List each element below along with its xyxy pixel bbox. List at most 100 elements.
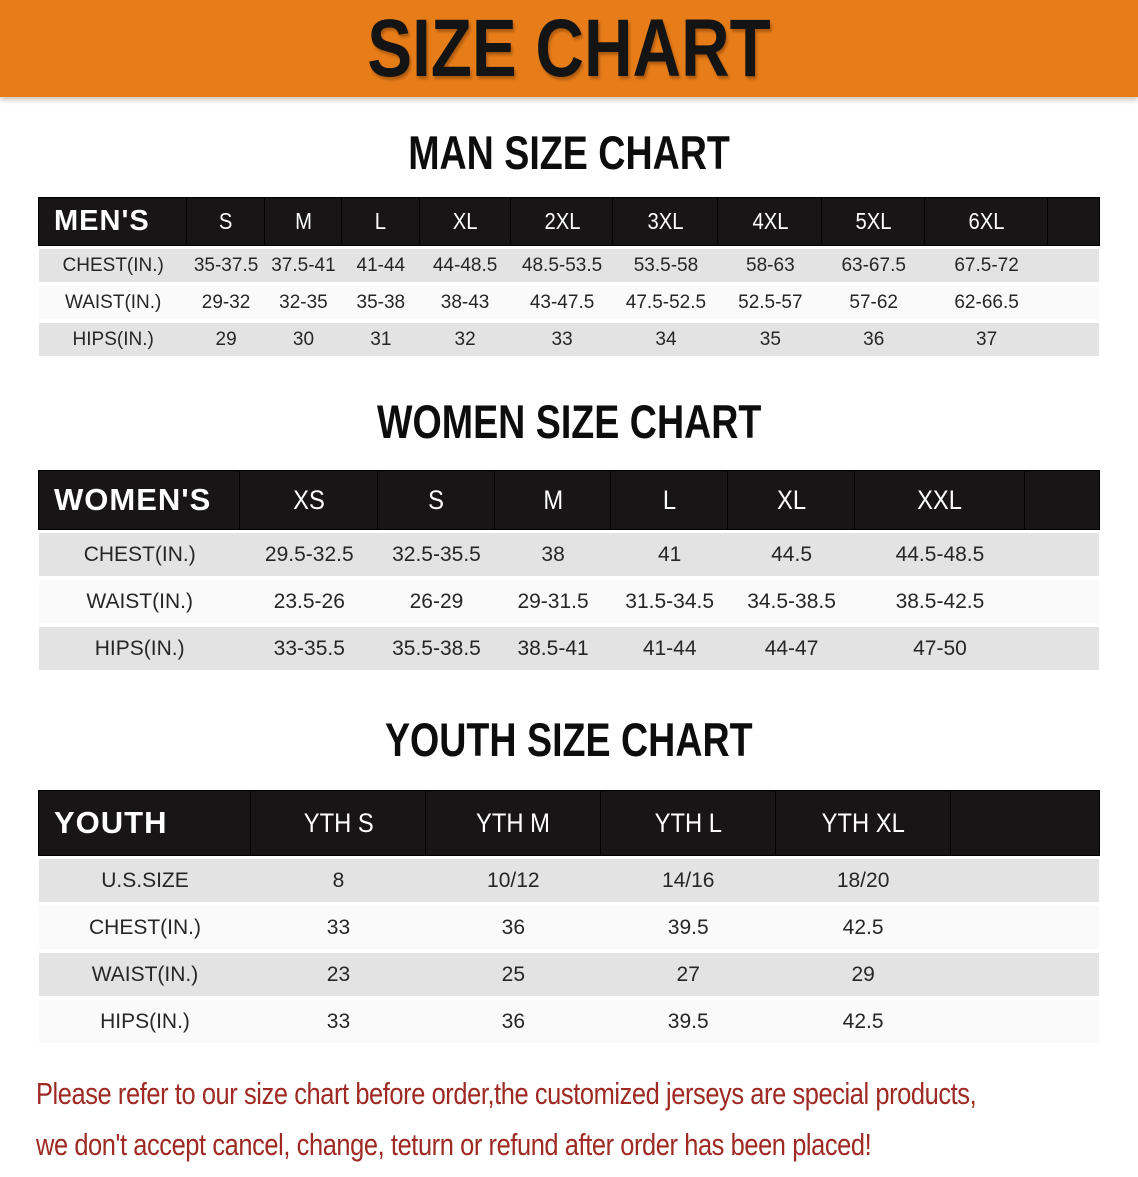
spacer-cell	[1024, 471, 1099, 529]
size-column-label: 2XL	[544, 208, 581, 234]
measurement-value: 33	[510, 323, 614, 356]
measurement-value: 18/20	[775, 859, 951, 902]
size-column-header: YTH L	[600, 791, 776, 855]
spacer-cell	[1048, 286, 1099, 319]
measurement-row: CHEST(IN.) 33 36 39.5 42.5	[39, 906, 1099, 949]
measurement-value: 36	[822, 323, 926, 356]
table-title-cell: MEN'S	[39, 198, 188, 245]
measurement-value: 32-35	[264, 286, 343, 319]
measurement-value: 33	[251, 1000, 426, 1043]
measurement-value: 33-35.5	[240, 627, 379, 670]
spacer-cell	[1024, 627, 1099, 670]
size-chart-banner: SIZE CHART	[0, 0, 1138, 97]
measurement-value: 10/12	[425, 859, 601, 902]
spacer-cell	[950, 859, 1099, 902]
measurement-value: 48.5-53.5	[510, 249, 614, 282]
disclaimer: Please refer to our size chart before or…	[36, 1075, 1138, 1165]
size-column-label: YTH XL	[821, 807, 905, 838]
size-column-label: M	[543, 484, 563, 515]
row-label: CHEST(IN.)	[39, 906, 251, 949]
spacer-cell	[1024, 533, 1099, 576]
measurement-value: 47.5-52.5	[613, 286, 719, 319]
size-column-label: YTH M	[476, 807, 551, 838]
measurement-value: 44.5	[727, 533, 856, 576]
size-column-header: XL	[419, 198, 511, 245]
measurement-value: 29-32	[187, 286, 265, 319]
size-column-header: XXL	[855, 471, 1025, 529]
measurement-value: 34	[613, 323, 719, 356]
measurement-row: HIPS(IN.) 33 36 39.5 42.5	[39, 1000, 1099, 1043]
table-title-cell: YOUTH	[39, 791, 251, 855]
measurement-value: 43-47.5	[510, 286, 614, 319]
measurement-row: U.S.SIZE 8 10/12 14/16 18/20	[39, 859, 1099, 902]
size-column-header: YTH M	[425, 791, 601, 855]
spacer-cell	[1048, 198, 1099, 245]
size-column-header: L	[611, 471, 728, 529]
row-label: WAIST(IN.)	[39, 953, 251, 996]
row-label: WAIST(IN.)	[39, 580, 241, 623]
measurement-value: 63-67.5	[822, 249, 926, 282]
size-column-label: XL	[452, 208, 478, 234]
spacer-cell	[950, 791, 1099, 855]
size-column-label: M	[295, 208, 312, 234]
size-column-label: YTH S	[303, 807, 374, 838]
size-column-header: 3XL	[613, 198, 719, 245]
men-section-title-text: MAN SIZE CHART	[408, 126, 730, 179]
size-column-header: XL	[727, 471, 856, 529]
size-header-row: WOMEN'S XS S M L XL XXL	[39, 471, 1099, 529]
size-charts: MAN SIZE CHART MEN'S S M L XL 2XL 3XL 4XL 5XL 6XL…	[0, 129, 1138, 1047]
size-column-label: S	[428, 484, 445, 515]
measurement-value: 35-38	[342, 286, 420, 319]
row-label: HIPS(IN.)	[39, 323, 188, 356]
size-column-header: 6XL	[925, 198, 1049, 245]
row-label: CHEST(IN.)	[39, 249, 188, 282]
section-women-size-chart: WOMEN SIZE CHART WOMEN'S XS S M L XL XXL CHEST(…	[0, 398, 1138, 674]
men-size-table: MEN'S S M L XL 2XL 3XL 4XL 5XL 6XL CHEST(IN.) 35-37…	[39, 194, 1099, 360]
measurement-value: 29-31.5	[494, 580, 612, 623]
measurement-value: 42.5	[775, 906, 951, 949]
measurement-value: 30	[264, 323, 343, 356]
measurement-value: 39.5	[600, 906, 776, 949]
size-header-row: YOUTH YTH S YTH M YTH L YTH XL	[39, 791, 1099, 855]
measurement-row: WAIST(IN.) 23.5-26 26-29 29-31.5 31.5-34.5 34…	[39, 580, 1099, 623]
size-column-header: YTH S	[251, 791, 426, 855]
measurement-value: 23.5-26	[240, 580, 379, 623]
youth-section-title-text: YOUTH SIZE CHART	[385, 713, 753, 766]
size-column-header: 2XL	[510, 198, 614, 245]
banner-title: SIZE CHART	[367, 2, 771, 94]
size-column-label: 3XL	[647, 208, 684, 234]
size-column-header: 5XL	[822, 198, 926, 245]
measurement-value: 41-44	[342, 249, 420, 282]
youth-section-title: YOUTH SIZE CHART	[0, 716, 1138, 763]
measurement-value: 14/16	[600, 859, 776, 902]
measurement-value: 47-50	[855, 627, 1025, 670]
row-label: HIPS(IN.)	[39, 1000, 251, 1043]
size-column-label: XS	[293, 484, 326, 515]
size-column-header: S	[187, 198, 265, 245]
table-title-cell: WOMEN'S	[39, 471, 241, 529]
measurement-value: 53.5-58	[613, 249, 719, 282]
row-label: CHEST(IN.)	[39, 533, 241, 576]
spacer-cell	[1048, 249, 1099, 282]
measurement-value: 29	[187, 323, 265, 356]
measurement-value: 38	[494, 533, 612, 576]
spacer-cell	[950, 906, 1099, 949]
measurement-value: 44.5-48.5	[855, 533, 1025, 576]
measurement-value: 67.5-72	[925, 249, 1049, 282]
measurement-value: 32	[419, 323, 511, 356]
size-column-header: M	[494, 471, 612, 529]
measurement-value: 35.5-38.5	[378, 627, 495, 670]
size-column-label: L	[375, 208, 387, 234]
measurement-value: 33	[251, 906, 426, 949]
measurement-row: WAIST(IN.) 29-32 32-35 35-38 38-43 43-47.5 47.…	[39, 286, 1099, 319]
measurement-value: 42.5	[775, 1000, 951, 1043]
men-section-title: MAN SIZE CHART	[0, 129, 1138, 176]
measurement-row: CHEST(IN.) 35-37.5 37.5-41 41-44 44-48.5 48.5…	[39, 249, 1099, 282]
size-column-label: YTH L	[654, 807, 722, 838]
size-column-label: L	[663, 484, 677, 515]
size-column-label: XXL	[917, 484, 963, 515]
size-column-header: YTH XL	[775, 791, 951, 855]
size-column-header: L	[342, 198, 420, 245]
size-column-header: XS	[240, 471, 379, 529]
size-column-label: XL	[777, 484, 807, 515]
